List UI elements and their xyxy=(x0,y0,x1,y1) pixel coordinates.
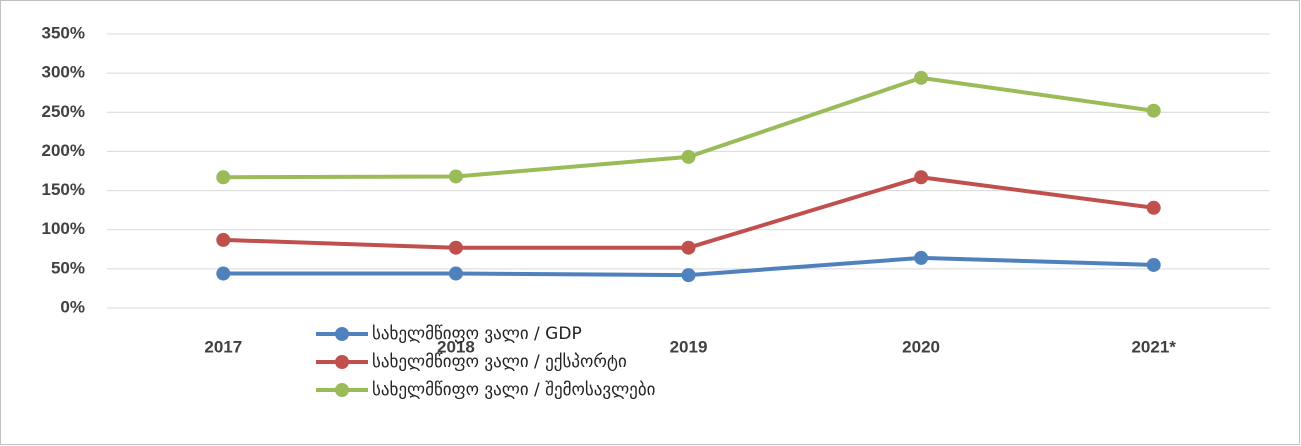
legend-marker xyxy=(335,383,349,397)
data-point xyxy=(448,240,463,255)
data-point xyxy=(1146,103,1161,118)
x-tick-label: 2021* xyxy=(1131,337,1176,356)
data-point xyxy=(914,70,929,85)
legend-marker xyxy=(335,355,349,369)
data-point xyxy=(1146,257,1161,272)
data-point xyxy=(681,240,696,255)
x-tick-label: 2017 xyxy=(204,337,242,356)
y-tick-label: 0% xyxy=(60,297,85,316)
data-point xyxy=(681,149,696,164)
y-tick-label: 150% xyxy=(42,180,85,199)
y-tick-label: 200% xyxy=(42,141,85,160)
legend-label: სახელმწიფო ვალი / შემოსავლები xyxy=(372,380,655,400)
x-tick-label: 2019 xyxy=(670,337,708,356)
data-point xyxy=(216,170,231,185)
data-point xyxy=(216,232,231,247)
data-point xyxy=(681,268,696,283)
y-tick-label: 300% xyxy=(42,63,85,82)
y-tick-label: 100% xyxy=(42,219,85,238)
legend-label: სახელმწიფო ვალი / GDP xyxy=(372,324,582,344)
data-point xyxy=(1146,200,1161,215)
y-tick-label: 350% xyxy=(42,23,85,42)
legend-label: სახელმწიფო ვალი / ექსპორტი xyxy=(372,352,627,372)
data-point xyxy=(914,170,929,185)
x-tick-label: 2020 xyxy=(902,337,940,356)
data-point xyxy=(914,250,929,265)
y-tick-label: 250% xyxy=(42,102,85,121)
legend-marker xyxy=(335,327,349,341)
data-point xyxy=(448,169,463,184)
x-tick-label: 2018 xyxy=(437,337,475,356)
data-point xyxy=(448,266,463,281)
y-tick-label: 50% xyxy=(51,258,85,277)
data-point xyxy=(216,266,231,281)
